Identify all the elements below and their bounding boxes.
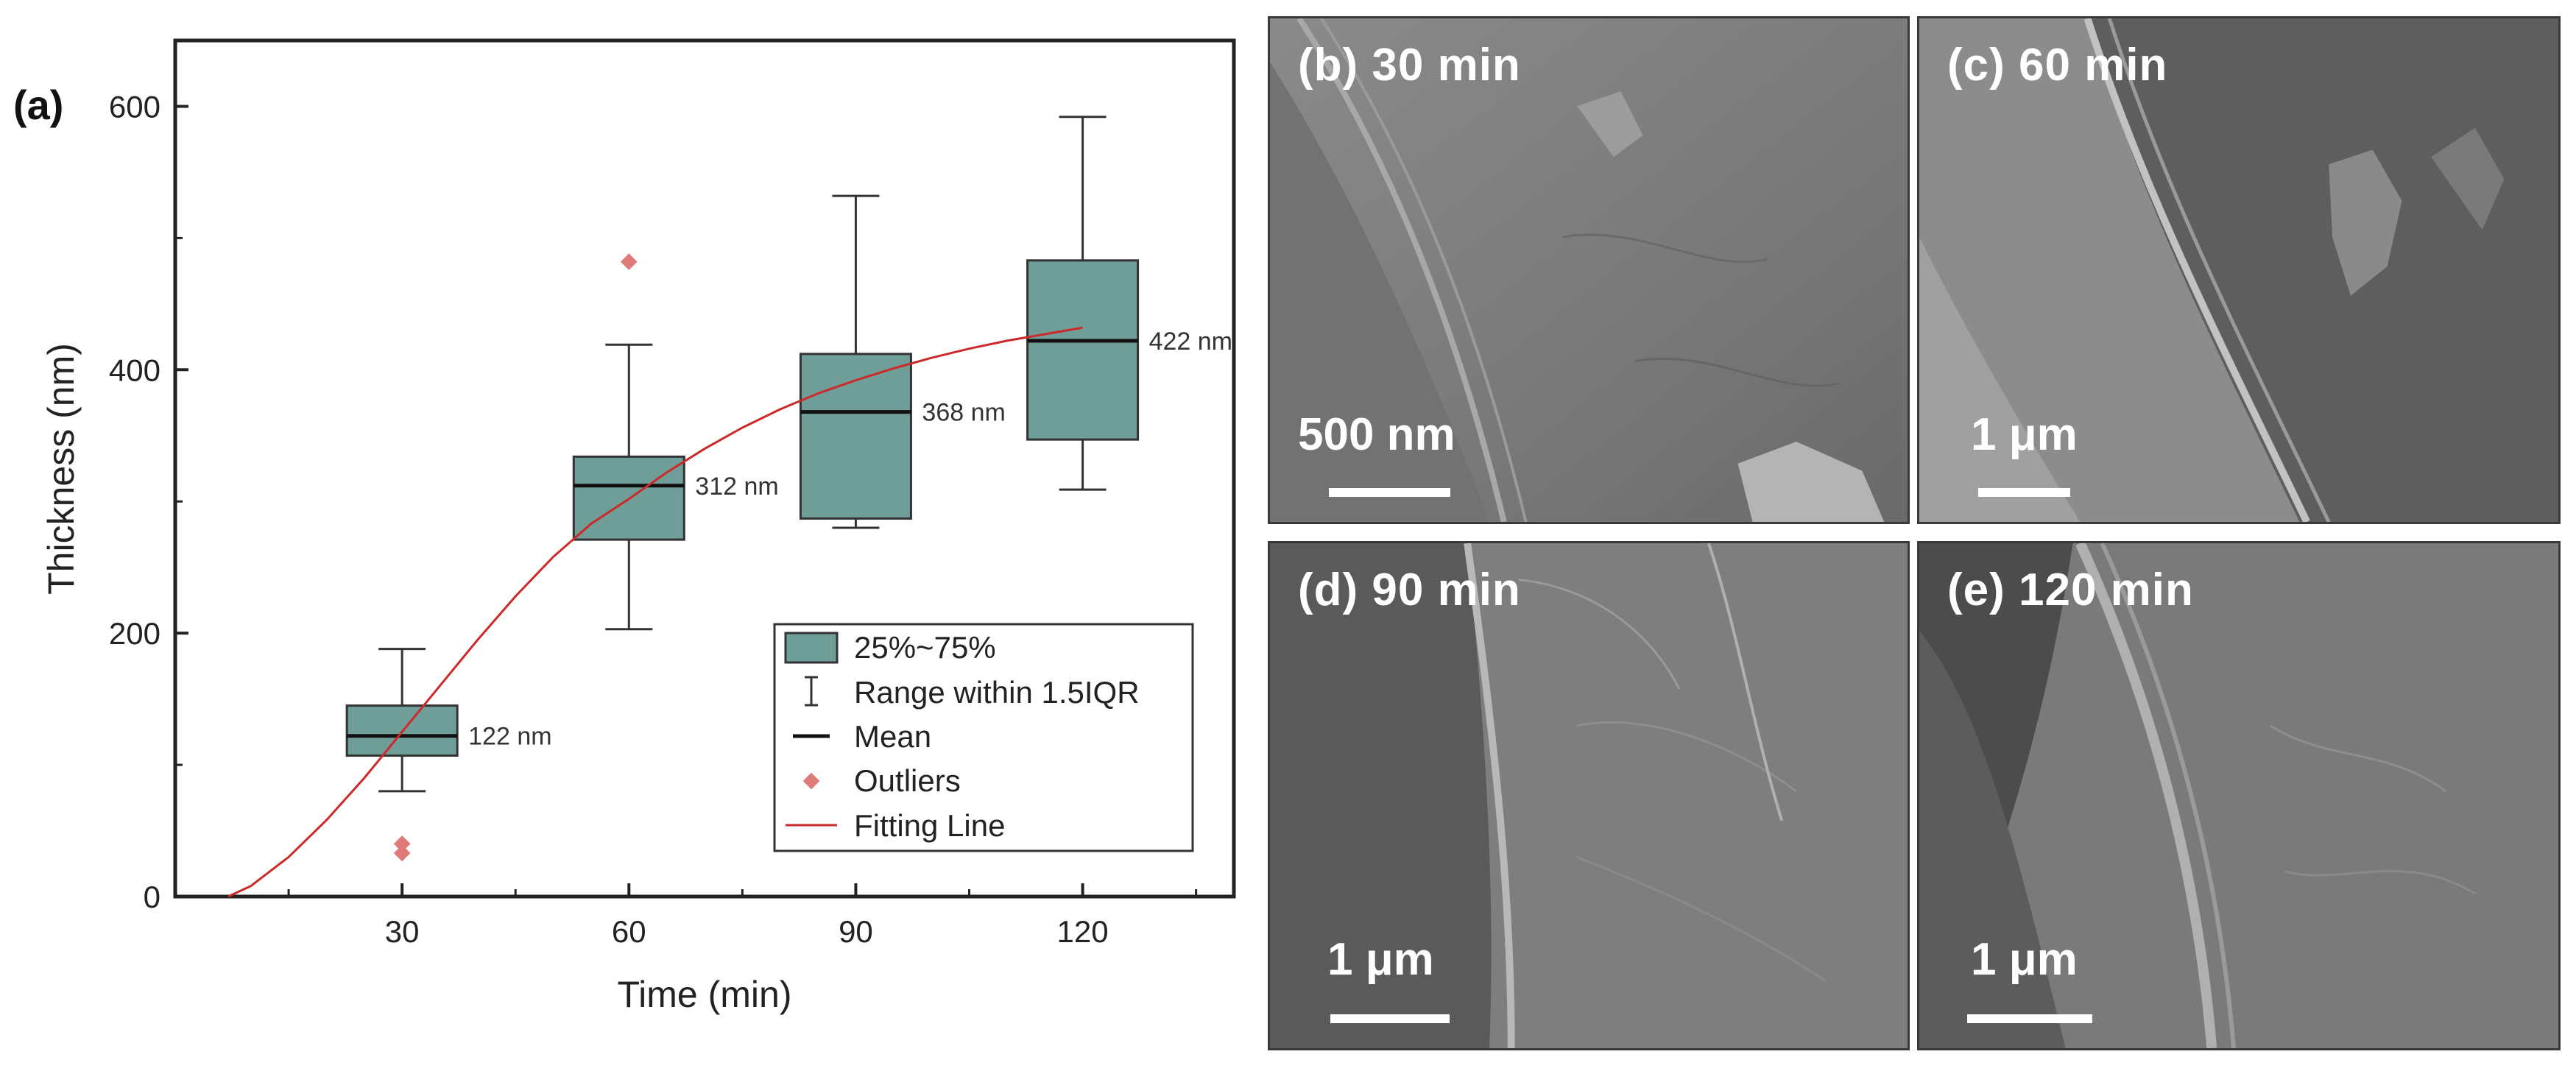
sem-image-30min: (b) 30 min 500 nm xyxy=(1268,16,1910,524)
mean-value-label: 312 nm xyxy=(695,473,778,501)
box-plot xyxy=(345,648,459,862)
scale-label-d: 1 μm xyxy=(1327,934,1434,985)
scale-bar-e xyxy=(1967,1014,2092,1023)
y-tick-label: 600 xyxy=(109,89,160,124)
legend-box-swatch xyxy=(784,632,839,664)
scale-label-b: 500 nm xyxy=(1298,409,1455,460)
image-label-d: (d) 90 min xyxy=(1298,565,1521,615)
x-tick-label: 90 xyxy=(839,914,873,949)
y-tick-label: 200 xyxy=(109,616,160,651)
box-plot xyxy=(1026,116,1140,491)
legend-item-fitting-line: Fitting Line xyxy=(854,808,1005,843)
legend-item-range: Range within 1.5IQR xyxy=(854,675,1140,710)
image-label-b: (b) 30 min xyxy=(1298,40,1521,91)
fitting-line xyxy=(227,326,1083,898)
sem-image-60min: (c) 60 min 1 μm xyxy=(1917,16,2561,524)
sem-image-90min: (d) 90 min 1 μm xyxy=(1268,541,1910,1050)
outlier-point xyxy=(393,835,411,852)
mean-value-label: 422 nm xyxy=(1149,328,1232,356)
plot-frame xyxy=(173,38,1236,899)
box-plot xyxy=(799,194,912,529)
scale-bar-c xyxy=(1978,488,2070,497)
legend-outlier-icon xyxy=(802,772,820,790)
image-label-c: (c) 60 min xyxy=(1947,40,2168,91)
outlier-point xyxy=(393,844,411,862)
box-iqr xyxy=(799,353,912,520)
sem-texture xyxy=(1270,543,1908,1048)
scale-bar-d xyxy=(1330,1014,1450,1023)
mean-value-labels: 122 nm 312 nm 368 nm 422 nm xyxy=(468,328,1232,751)
box-plot xyxy=(572,253,685,631)
box-chart: 0 200 400 600 30 60 90 120 Time (min) Thicknes… xyxy=(13,38,1236,1015)
legend: 25%~75% Range within 1.5IQR Mean Outlier… xyxy=(773,623,1194,852)
axis-ticks xyxy=(175,105,1198,898)
x-tick-label: 120 xyxy=(1057,914,1109,949)
mean-value-label: 368 nm xyxy=(922,399,1005,427)
scale-bar-b xyxy=(1329,488,1450,497)
legend-item-mean: Mean xyxy=(854,719,931,754)
scale-label-e: 1 μm xyxy=(1971,934,2078,985)
y-tick-label: 400 xyxy=(109,353,160,387)
outlier-point xyxy=(620,253,638,270)
legend-item-iqr: 25%~75% xyxy=(854,630,996,665)
x-tick-labels: 30 60 90 120 xyxy=(385,914,1109,949)
sem-texture xyxy=(1919,543,2558,1048)
sem-texture xyxy=(1919,18,2558,522)
y-axis-title: Thickness (nm) xyxy=(40,343,82,595)
y-tick-label: 0 xyxy=(144,880,160,914)
image-label-e: (e) 120 min xyxy=(1947,565,2194,615)
legend-frame xyxy=(773,623,1194,852)
panel-label-a: (a) xyxy=(13,82,63,128)
box-iqr xyxy=(1026,259,1140,441)
sem-texture xyxy=(1270,18,1908,522)
y-tick-labels: 0 200 400 600 xyxy=(109,89,160,914)
x-axis-title: Time (min) xyxy=(617,974,791,1015)
x-tick-label: 30 xyxy=(385,914,420,949)
scale-label-c: 1 μm xyxy=(1971,409,2078,460)
legend-item-outliers: Outliers xyxy=(854,763,961,798)
mean-value-label: 122 nm xyxy=(468,723,551,751)
x-tick-label: 60 xyxy=(612,914,646,949)
sem-image-120min: (e) 120 min 1 μm xyxy=(1917,541,2561,1050)
